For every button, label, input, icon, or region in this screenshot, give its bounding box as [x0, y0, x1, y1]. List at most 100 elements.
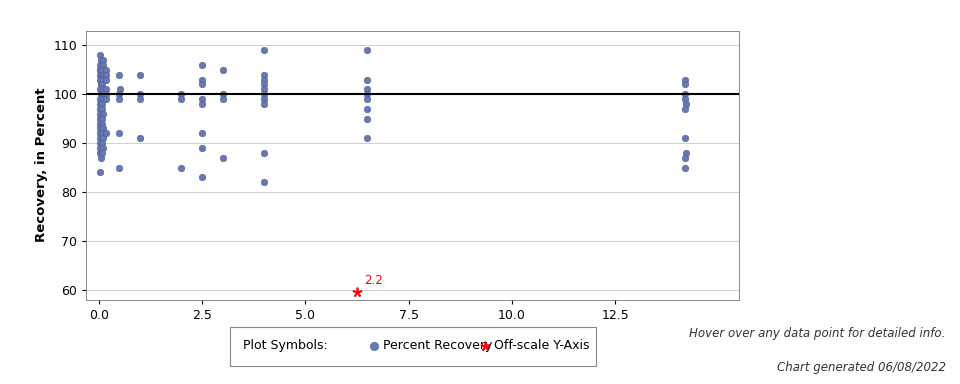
Point — [95, 72, 110, 78]
Point — [256, 47, 272, 53]
Point — [95, 101, 110, 107]
Point — [99, 72, 114, 78]
Y-axis label: Recovery, in Percent: Recovery, in Percent — [35, 88, 48, 242]
Point — [360, 135, 375, 141]
Point — [95, 91, 110, 97]
Point — [360, 106, 375, 112]
Point — [256, 91, 272, 97]
Point — [93, 126, 108, 132]
Point — [194, 130, 209, 136]
Point — [93, 62, 108, 68]
Point — [99, 96, 114, 102]
Point — [215, 91, 230, 97]
Point — [256, 81, 272, 88]
Point — [95, 76, 110, 83]
Point — [195, 174, 210, 180]
Point — [678, 135, 693, 141]
Point — [678, 150, 693, 156]
Point — [174, 91, 189, 97]
Point — [93, 130, 108, 136]
Point — [95, 130, 110, 136]
Point — [95, 116, 110, 122]
Point — [256, 96, 272, 102]
Point — [359, 76, 374, 83]
Text: 2.2: 2.2 — [365, 274, 383, 287]
Text: Plot Symbols:: Plot Symbols: — [243, 339, 327, 352]
Point — [256, 101, 272, 107]
Point — [92, 101, 108, 107]
Point — [256, 72, 272, 78]
Point — [111, 130, 127, 136]
Point — [99, 76, 114, 83]
Point — [95, 81, 110, 88]
Point — [678, 96, 693, 102]
Point — [256, 150, 272, 156]
Point — [194, 101, 209, 107]
Point — [93, 91, 108, 97]
Point — [678, 164, 693, 170]
Point — [92, 135, 108, 141]
Point — [95, 126, 110, 132]
Point — [93, 81, 108, 88]
Point — [93, 155, 108, 161]
Point — [99, 86, 114, 93]
Point — [194, 76, 209, 83]
Point — [112, 86, 128, 93]
Point — [256, 76, 272, 83]
Point — [93, 121, 108, 127]
Point — [360, 96, 375, 102]
Point — [93, 169, 108, 175]
FancyBboxPatch shape — [230, 327, 595, 366]
Point — [95, 135, 110, 141]
Point — [111, 164, 127, 170]
Point — [99, 67, 114, 73]
Point — [195, 62, 210, 68]
Point — [92, 72, 108, 78]
Point — [99, 130, 114, 136]
Point — [195, 96, 210, 102]
Point — [92, 67, 108, 73]
Text: Percent Recovery: Percent Recovery — [383, 339, 492, 352]
Point — [99, 91, 114, 97]
Text: Chart generated 06/08/2022: Chart generated 06/08/2022 — [777, 361, 946, 374]
Point — [132, 96, 148, 102]
Point — [678, 101, 693, 107]
Point — [215, 155, 230, 161]
Point — [95, 140, 110, 146]
Point — [360, 116, 375, 122]
Point — [111, 91, 127, 97]
Point — [215, 96, 230, 102]
Point — [195, 81, 210, 88]
Point — [93, 116, 108, 122]
Point — [678, 91, 693, 97]
Point — [93, 62, 108, 68]
Point — [174, 164, 189, 170]
Point — [95, 121, 110, 127]
Text: Hover over any data point for detailed info.: Hover over any data point for detailed i… — [689, 327, 946, 340]
Point — [95, 150, 110, 156]
Point — [95, 145, 110, 151]
Point — [93, 52, 108, 58]
Point — [195, 145, 210, 151]
Point — [95, 57, 110, 63]
Point — [92, 106, 108, 112]
Point — [93, 96, 108, 102]
Point — [678, 106, 693, 112]
Point — [93, 140, 108, 146]
Point — [92, 67, 108, 73]
Point — [93, 145, 108, 151]
Point — [678, 155, 693, 161]
Point — [678, 81, 693, 88]
Point — [360, 91, 375, 97]
Point — [93, 91, 108, 97]
Point — [360, 47, 375, 53]
Point — [95, 86, 110, 93]
Point — [111, 96, 127, 102]
Point — [360, 86, 375, 93]
Point — [93, 111, 108, 117]
Point — [95, 67, 110, 73]
Point — [132, 135, 148, 141]
Point — [95, 62, 110, 68]
Point — [95, 96, 110, 102]
Text: Off-scale Y-Axis: Off-scale Y-Axis — [494, 339, 589, 352]
